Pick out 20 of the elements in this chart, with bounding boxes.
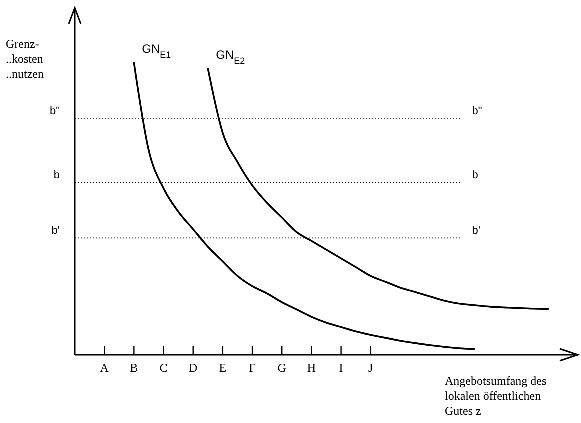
x-tick-label: B bbox=[130, 361, 138, 375]
text: b bbox=[54, 170, 60, 182]
ref-line-label: b' bbox=[472, 225, 481, 238]
x-tick-label: F bbox=[249, 361, 256, 375]
text: b" bbox=[50, 105, 60, 118]
x-tick-label: C bbox=[160, 361, 168, 375]
x-tick-label: A bbox=[100, 361, 110, 375]
ref-line-label: b" bbox=[472, 105, 482, 118]
x-tick-label: H bbox=[307, 361, 316, 375]
x-tick-label: E bbox=[219, 361, 227, 375]
text: b' bbox=[52, 225, 60, 238]
series-label: GN$_{E1}$ bbox=[142, 42, 172, 60]
x-tick-label: G bbox=[278, 361, 287, 375]
x-tick-label: D bbox=[189, 361, 198, 375]
series-label: GN$_{E2}$ bbox=[216, 48, 246, 66]
ref-line-label: b bbox=[472, 170, 478, 182]
x-axis-title: Angebotsumfang des lokalen öffentlichen Gutes z bbox=[445, 374, 547, 418]
y-axis-title: Grenz- ..kosten ..nutzen bbox=[6, 37, 44, 81]
x-tick-label: J bbox=[368, 361, 374, 375]
x-tick-label: I bbox=[339, 361, 344, 375]
